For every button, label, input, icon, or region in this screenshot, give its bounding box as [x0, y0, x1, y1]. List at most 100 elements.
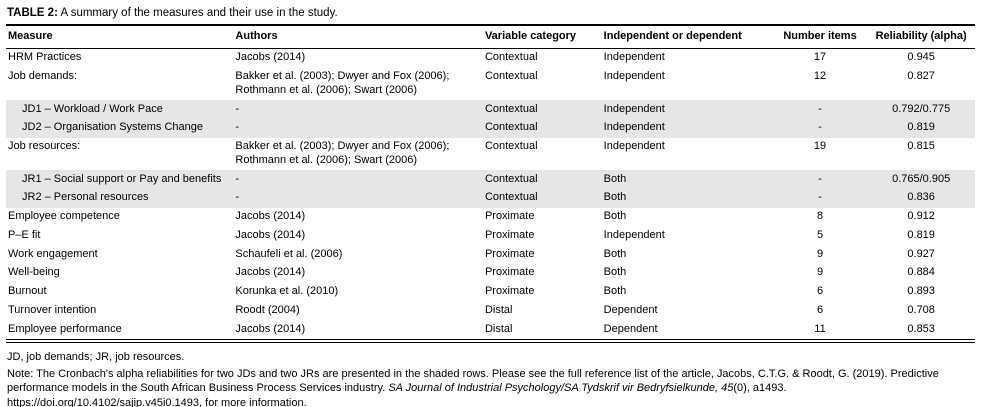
cell-independent-or-dependent: Both [603, 266, 627, 279]
cell-variable-category: Contextual [484, 140, 538, 152]
table-row: JD2 – Organisation Systems Change - Contex… [6, 118, 975, 138]
cell-reliability-alpha: 0.708 [907, 303, 935, 316]
cell-reliability-alpha: 0.765/0.905 [892, 172, 951, 185]
table-row: JR2 – Personal resources - Contextual Both -… [6, 188, 975, 208]
reference-note-text: Note: The Cronbach's alpha reliabilities… [7, 368, 939, 395]
cell-authors: - [235, 172, 240, 185]
cell-independent-or-dependent: Independent [603, 121, 665, 134]
cell-reliability-alpha: 0.893 [907, 285, 935, 297]
cell-variable-category: Contextual [484, 191, 538, 204]
cell-measure: P–E fit [8, 228, 41, 241]
cell-number-items: 6 [816, 303, 824, 316]
table-row: JR1 – Social support or Pay and benefits… [6, 170, 975, 189]
cell-measure: Job resources: [8, 140, 81, 152]
cell-measure: JR2 – Personal resources [22, 191, 149, 204]
cell-measure: Employee competence [8, 210, 120, 222]
cell-independent-or-dependent: Independent [603, 228, 665, 241]
cell-variable-category: Contextual [484, 51, 538, 64]
cell-variable-category: Proximate [484, 247, 535, 260]
reference-note-suffix: (0), a1493. https://doi.org/10.4102/saji… [7, 382, 787, 407]
cell-variable-category: Contextual [484, 172, 538, 185]
cell-reliability-alpha: 0.827 [907, 70, 935, 82]
cell-variable-category: Proximate [484, 210, 535, 222]
table-header: Measure Authors Variable category Independe… [6, 26, 975, 49]
cell-measure: JR1 – Social support or Pay and benefits [22, 172, 222, 185]
reference-note: Note: The Cronbach's alpha reliabilities… [7, 367, 975, 407]
cell-independent-or-dependent: Both [603, 191, 627, 204]
cell-number-items: 6 [816, 285, 824, 297]
table-row: Employee competence Jacobs (2014) Proximat… [6, 208, 975, 227]
cell-reliability-alpha: 0.815 [907, 140, 935, 152]
cell-variable-category: Contextual [484, 70, 538, 82]
cell-reliability-alpha: 0.927 [907, 247, 935, 260]
column-header-variable-category: Variable category [482, 26, 602, 49]
abbreviation-note: JD, job demands; JR, job resources. [7, 350, 185, 363]
column-header-reliability-alpha: Reliability (alpha) [869, 26, 975, 49]
cell-number-items: 9 [816, 247, 824, 260]
cell-number-items: 12 [813, 70, 827, 82]
cell-variable-category: Distal [482, 320, 602, 340]
cell-authors: Jacobs (2014) [235, 210, 306, 222]
column-header-independent-or-dependent: Independent or dependent [601, 26, 773, 49]
cell-measure: Work engagement [8, 247, 98, 260]
cell-authors: Jacobs (2014) [233, 320, 483, 340]
cell-measure: JD2 – Organisation Systems Change [22, 121, 203, 134]
cell-authors: Bakker et al. (2003); Dwyer and Fox (200… [235, 70, 450, 96]
cell-number-items: 17 [813, 51, 827, 64]
table-row: Work engagement Schaufeli et al. (2006) Pr… [6, 245, 975, 264]
cell-authors: - [235, 121, 240, 134]
cell-independent-or-dependent: Dependent [601, 320, 773, 340]
cell-independent-or-dependent: Both [603, 285, 627, 297]
cell-independent-or-dependent: Both [603, 172, 627, 185]
column-header-measure: Measure [6, 26, 234, 49]
table-row: Employee performance Jacobs (2014) Distal D… [6, 320, 975, 340]
cell-independent-or-dependent: Both [603, 210, 627, 222]
cell-number-items: 5 [816, 228, 824, 241]
cell-authors: Jacobs (2014) [235, 51, 306, 64]
table-row: JD1 – Workload / Work Pace - Contextual Ind… [6, 100, 975, 119]
table-row: Turnover intention Roodt (2004) Distal Depe… [6, 301, 975, 320]
table-caption-label: TABLE 2: [7, 7, 58, 19]
cell-number-items: 19 [813, 140, 827, 152]
cell-number-items: 8 [816, 210, 824, 222]
cell-authors: Korunka et al. (2010) [235, 285, 339, 297]
cell-authors: Bakker et al. (2003); Dwyer and Fox (200… [235, 140, 450, 166]
cell-number-items: - [818, 172, 822, 185]
cell-reliability-alpha: 0.836 [907, 191, 935, 204]
table-caption-text: A summary of the measures and their use … [57, 7, 338, 19]
cell-reliability-alpha: 0.853 [869, 320, 975, 340]
measures-summary-table: Measure Authors Variable category Independe… [6, 26, 975, 340]
cell-variable-category: Distal [484, 303, 513, 316]
cell-authors: Roodt (2004) [235, 303, 300, 316]
cell-measure: JD1 – Workload / Work Pace [22, 102, 163, 115]
cell-measure: Turnover intention [8, 303, 97, 316]
cell-authors: Jacobs (2014) [235, 266, 306, 279]
cell-variable-category: Contextual [484, 102, 538, 115]
cell-number-items: - [818, 191, 822, 204]
cell-reliability-alpha: 0.792/0.775 [892, 102, 951, 115]
cell-measure: Job demands: [8, 70, 78, 82]
cell-independent-or-dependent: Independent [603, 102, 665, 115]
table-row: Burnout Korunka et al. (2010) Proximate Bot… [6, 283, 975, 302]
table-body: HRM Practices Jacobs (2014) Contextual Inde… [6, 48, 975, 340]
cell-measure: Burnout [8, 285, 47, 297]
table-row: Job demands: Bakker et al. (2003); Dwyer … [6, 68, 975, 101]
table-wrap: Measure Authors Variable category Independe… [6, 26, 975, 343]
cell-number-items: 11 [772, 320, 870, 340]
cell-variable-category: Proximate [484, 228, 535, 241]
cell-authors: - [235, 102, 240, 115]
cell-reliability-alpha: 0.819 [907, 121, 935, 134]
cell-reliability-alpha: 0.884 [907, 266, 935, 279]
cell-independent-or-dependent: Both [603, 247, 627, 260]
cell-number-items: - [818, 121, 822, 134]
cell-independent-or-dependent: Independent [603, 140, 665, 152]
table-row: HRM Practices Jacobs (2014) Contextual Inde… [6, 48, 975, 67]
table-caption: TABLE 2: A summary of the measures and t… [6, 4, 975, 26]
cell-number-items: - [818, 102, 822, 115]
cell-authors: Jacobs (2014) [235, 228, 306, 241]
table-row: Job resources: Bakker et al. (2003); Dwye… [6, 138, 975, 171]
journal-title-italic: SA Journal of Industrial Psychology/SA T… [388, 382, 734, 395]
cell-independent-or-dependent: Independent [603, 51, 665, 64]
table-footnotes: JD, job demands; JR, job resources. Note… [6, 350, 975, 407]
